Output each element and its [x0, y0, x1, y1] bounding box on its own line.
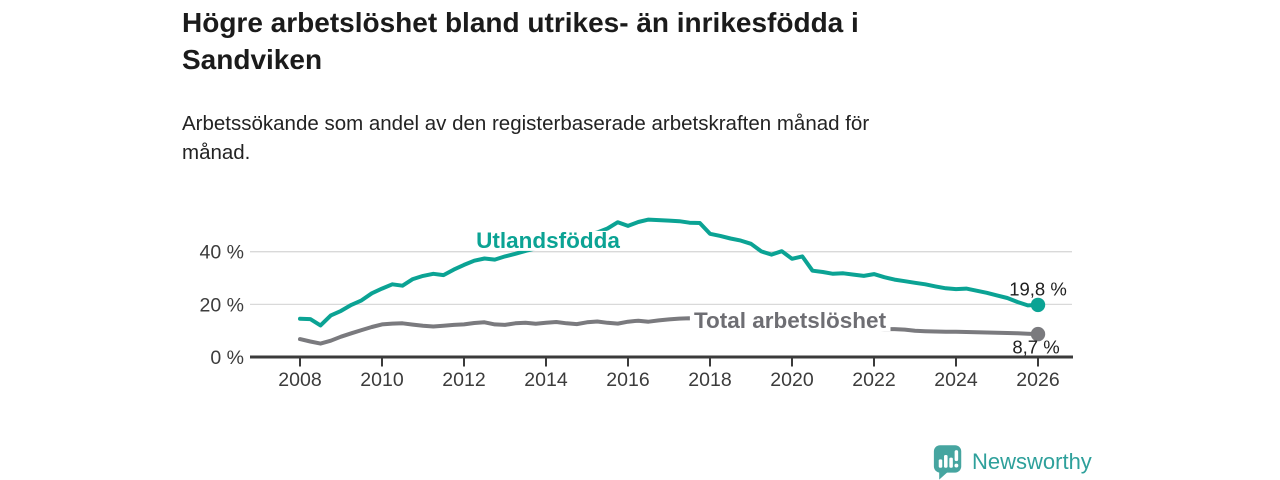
chart-title-line-2: Sandviken [182, 44, 323, 75]
series-label-utlandsfodda: Utlandsfödda [476, 228, 620, 253]
newsworthy-logo-icon [933, 445, 962, 480]
logo-bar-icon [944, 454, 948, 468]
series-label-halo [472, 230, 625, 251]
series-label-halo [689, 311, 891, 332]
series-end-dot [1030, 297, 1046, 313]
chart-subtitle: Arbetssökande som andel av den registerb… [182, 110, 869, 167]
newsworthy-wordmark: Newsworthy [972, 449, 1092, 474]
x-tick-label: 2012 [442, 369, 485, 391]
x-tick-label: 2008 [278, 369, 321, 391]
series-end-value-label: 19,8 % [1009, 278, 1067, 299]
series-line-utlandsfodda [298, 217, 1040, 328]
y-tick-label: 0 % [210, 347, 244, 369]
series-label-total-arbetsloshet: Total arbetslöshet [694, 308, 887, 333]
logo-bubble-pointer [939, 469, 948, 480]
y-tick-label: 40 % [200, 242, 244, 264]
series-line-total-arbetsloshet [298, 316, 1040, 346]
series-end-dot [1030, 326, 1046, 342]
chart-subtitle-line-1: Arbetssökande som andel av den registerb… [182, 112, 870, 135]
newsworthy-logo: Newsworthy [933, 444, 1092, 480]
chart-title: Högre arbetslöshet bland utrikes- än inr… [182, 4, 859, 78]
x-tick-label: 2024 [934, 369, 978, 391]
x-tick-label: 2016 [606, 369, 649, 391]
x-tick-label: 2014 [524, 369, 568, 391]
x-tick-label: 2022 [852, 369, 895, 391]
x-tick-label: 2026 [1016, 369, 1059, 391]
logo-bar-icon [938, 459, 943, 468]
y-tick-label: 20 % [200, 294, 244, 316]
x-tick-label: 2018 [688, 369, 731, 391]
chart-title-line-1: Högre arbetslöshet bland utrikes- än inr… [182, 7, 859, 38]
chart-subtitle-line-2: månad. [182, 140, 251, 164]
x-tick-label: 2010 [360, 369, 404, 391]
series-end-value-label: 8,7 % [1012, 337, 1059, 358]
logo-bar-icon [949, 457, 953, 468]
logo-exclamation-bar-icon [954, 450, 959, 462]
logo-exclamation-dot-icon [954, 463, 959, 468]
x-tick-label: 2020 [770, 369, 814, 391]
